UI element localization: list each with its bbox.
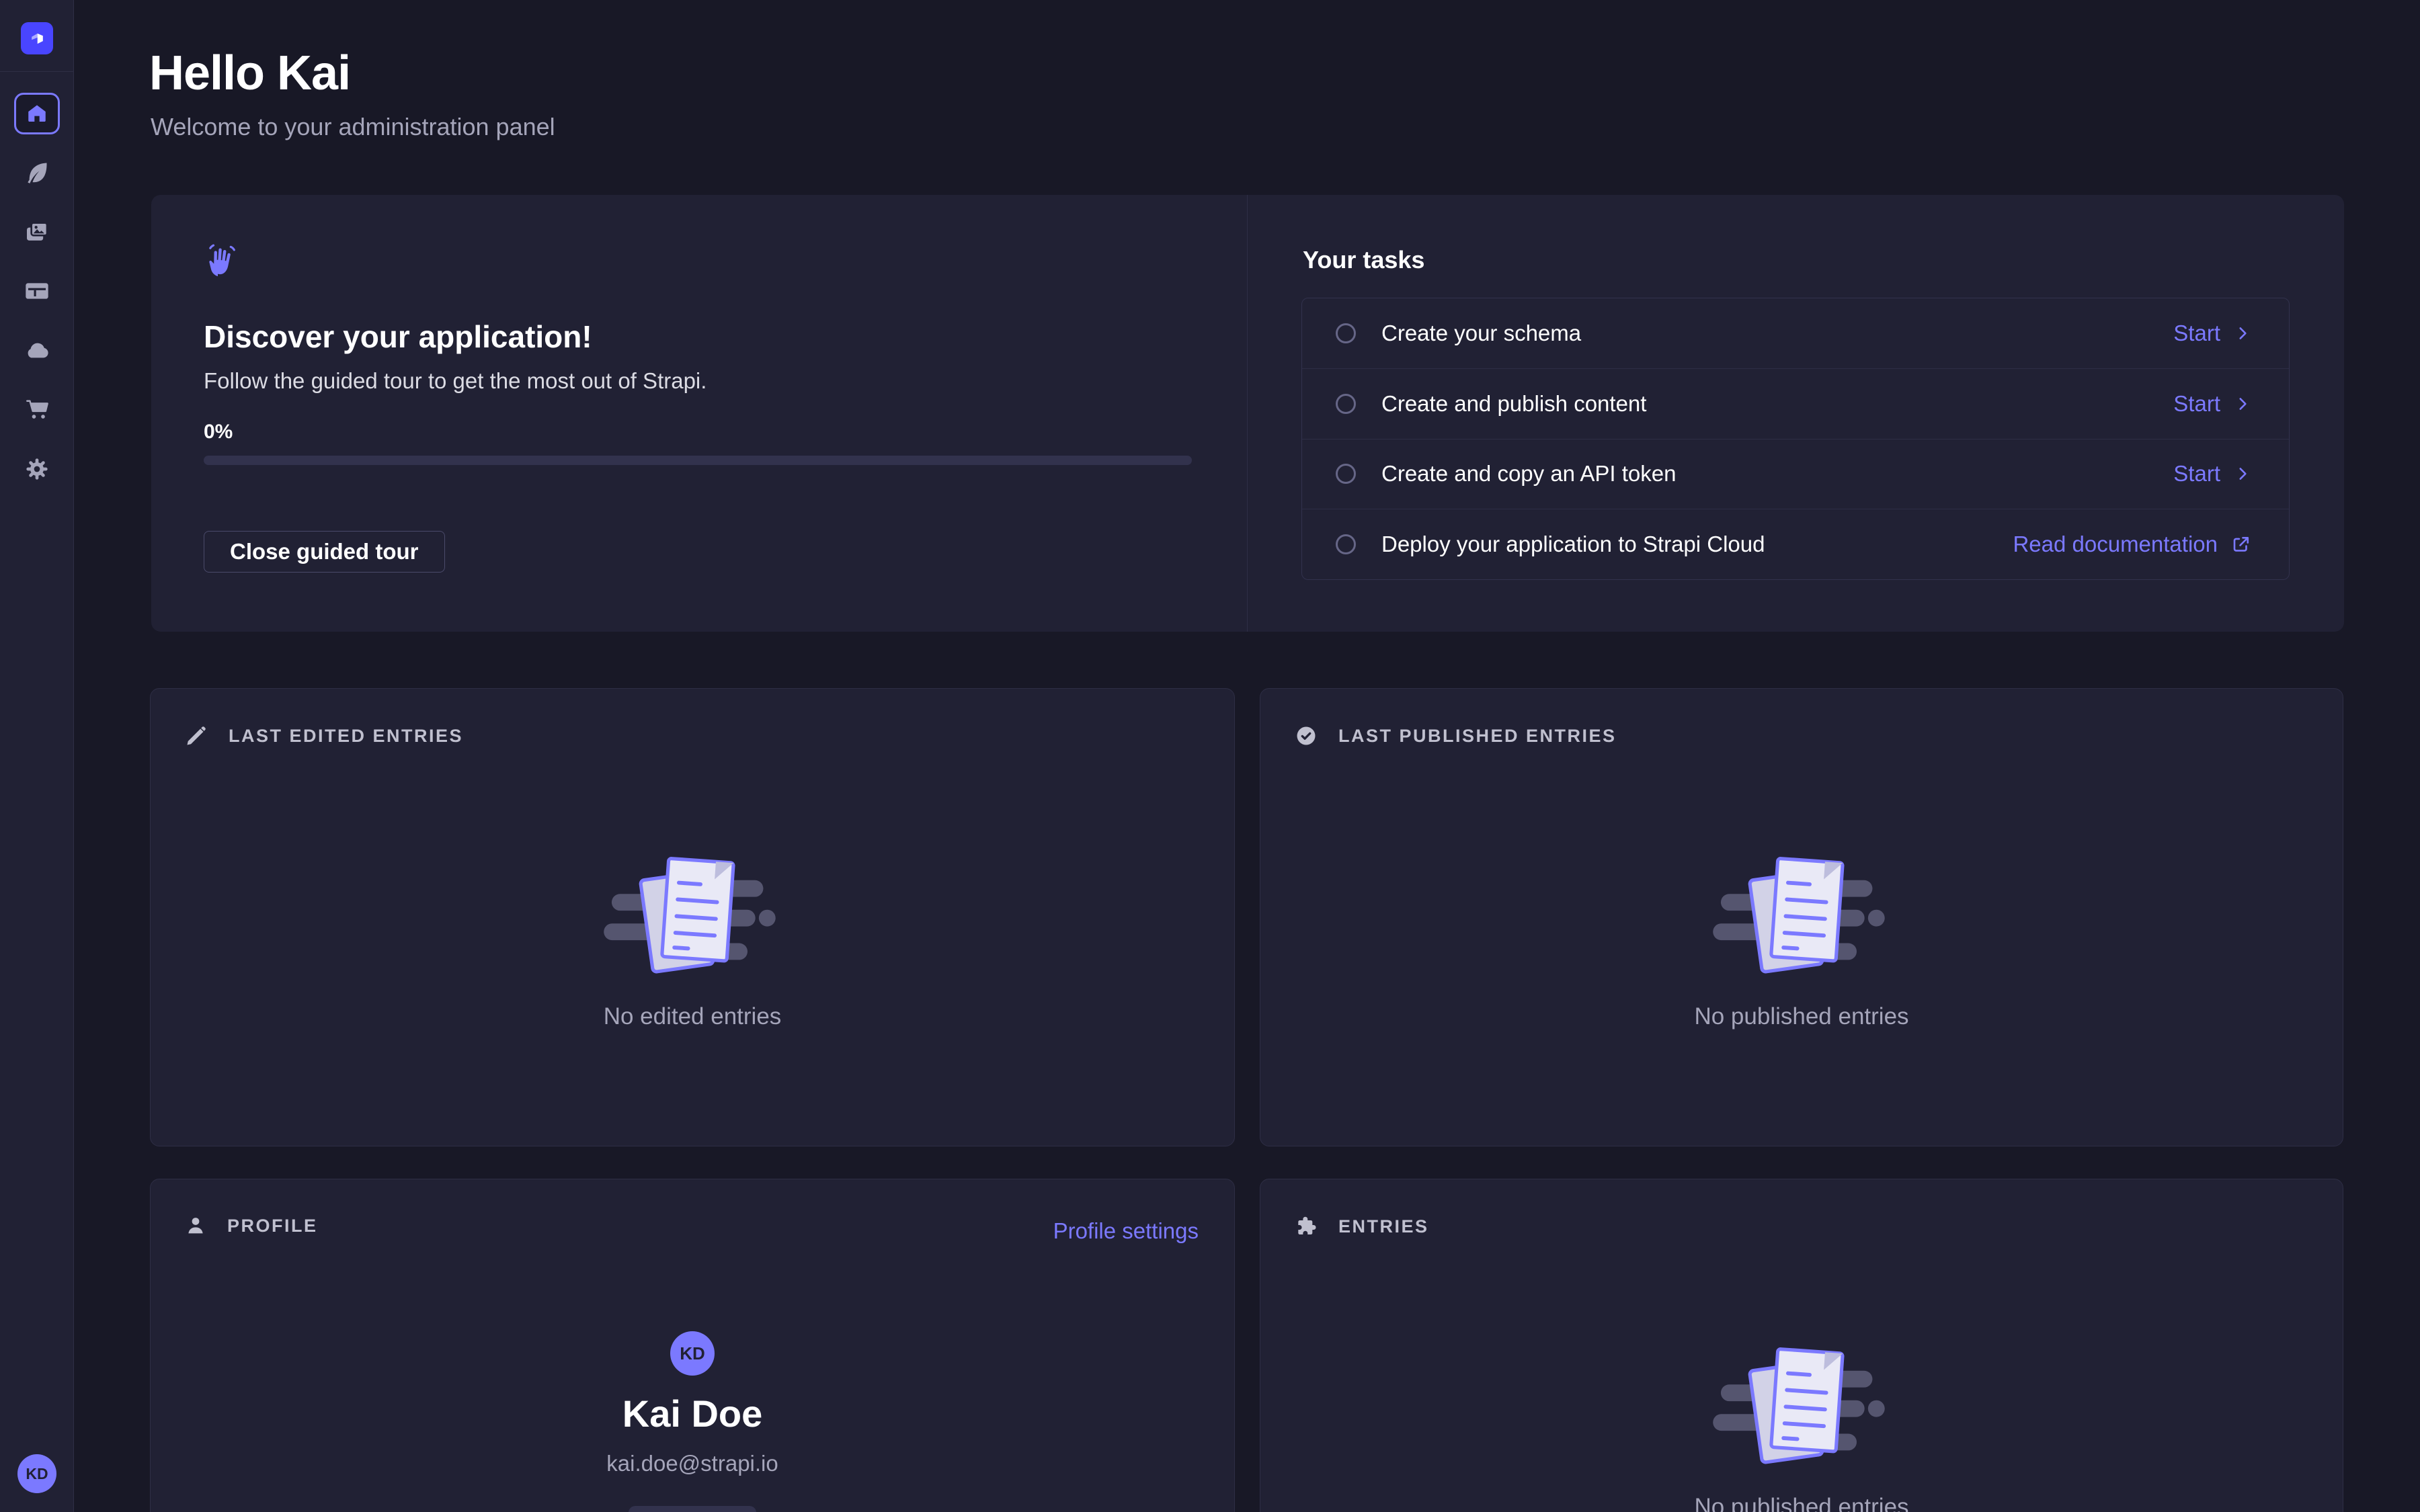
external-link-icon xyxy=(2231,534,2251,554)
task-label: Create your schema xyxy=(1381,320,1582,345)
task-start-link[interactable]: Start xyxy=(2173,461,2251,487)
task-start-link[interactable]: Start xyxy=(2173,321,2251,346)
content-type-builder-icon xyxy=(24,278,50,304)
last-published-entries-card: Last published entries xyxy=(1260,688,2343,1146)
user-avatar[interactable]: KD xyxy=(17,1454,56,1493)
home-icon xyxy=(26,102,48,125)
task-action-label: Start xyxy=(2173,461,2220,487)
sidebar-item-media-library[interactable] xyxy=(0,210,74,253)
empty-state-text: No published entries xyxy=(1694,1494,1909,1512)
task-start-link[interactable]: Start xyxy=(2173,391,2251,417)
task-row-create-content: Create and publish content Start xyxy=(1302,368,2289,439)
puzzle-icon xyxy=(1294,1214,1318,1238)
sidebar-item-cloud[interactable] xyxy=(0,329,74,372)
task-action-label: Start xyxy=(2173,320,2220,345)
task-row-deploy-cloud: Deploy your application to Strapi Cloud … xyxy=(1302,509,2289,579)
guided-tour-title: Discover your application! xyxy=(204,319,592,354)
hero-divider xyxy=(1247,195,1248,632)
progress-bar xyxy=(204,456,1192,465)
sidebar-item-settings[interactable] xyxy=(0,448,74,491)
card-header-label: Entries xyxy=(1338,1216,1429,1236)
chevron-right-icon xyxy=(2234,465,2251,482)
task-row-api-token: Create and copy an API token Start xyxy=(1302,438,2289,509)
card-header: Profile xyxy=(184,1214,318,1237)
waving-hand-icon xyxy=(204,242,241,280)
gear-icon xyxy=(24,456,50,482)
content-manager-icon xyxy=(24,159,50,186)
shopping-cart-icon xyxy=(24,396,50,423)
task-status-circle-icon xyxy=(1336,393,1356,414)
task-label: Deploy your application to Strapi Cloud xyxy=(1381,532,1765,557)
sidebar-divider xyxy=(0,71,74,72)
empty-state-text: No edited entries xyxy=(603,1003,782,1030)
pencil-icon xyxy=(184,724,208,748)
documents-illustration xyxy=(602,847,783,984)
profile-card: Profile Profile settings KD Kai Doe kai.… xyxy=(150,1179,1235,1512)
tasks-list: Create your schema Start Create and publ… xyxy=(1301,298,2290,580)
card-header: Last edited entries xyxy=(184,724,463,748)
role-badge xyxy=(629,1506,756,1512)
task-status-circle-icon xyxy=(1336,464,1356,485)
card-header-label: Last edited entries xyxy=(229,725,464,746)
read-documentation-link[interactable]: Read documentation xyxy=(2013,532,2251,557)
sidebar-item-content-type-builder[interactable] xyxy=(0,269,74,312)
sidebar-item-content-manager[interactable] xyxy=(0,151,74,194)
page-title: Hello Kai xyxy=(149,46,351,100)
task-status-circle-icon xyxy=(1336,323,1356,343)
card-header: Last published entries xyxy=(1294,724,1617,748)
profile-name: Kai Doe xyxy=(622,1392,763,1435)
task-action-label: Start xyxy=(2173,390,2220,416)
close-guided-tour-button[interactable]: Close guided tour xyxy=(204,531,445,573)
user-icon xyxy=(184,1214,207,1237)
task-status-circle-icon xyxy=(1336,534,1356,555)
page-subtitle: Welcome to your administration panel xyxy=(151,113,555,140)
task-label: Create and copy an API token xyxy=(1381,461,1677,487)
task-label: Create and publish content xyxy=(1381,390,1647,416)
last-edited-entries-card: Last edited entries xyxy=(150,688,1235,1146)
card-header-label: Profile xyxy=(227,1215,318,1236)
profile-email: kai.doe@strapi.io xyxy=(606,1451,778,1476)
guided-tour-description: Follow the guided tour to get the most o… xyxy=(204,368,707,393)
card-header-label: Last published entries xyxy=(1338,725,1617,746)
profile-settings-link[interactable]: Profile settings xyxy=(1053,1218,1199,1243)
tasks-title: Your tasks xyxy=(1303,246,1425,274)
sidebar-item-home[interactable] xyxy=(14,93,60,134)
chevron-right-icon xyxy=(2234,395,2251,413)
documents-illustration xyxy=(1711,847,1892,984)
card-header: Entries xyxy=(1294,1214,1429,1238)
profile-avatar: KD xyxy=(670,1331,715,1376)
empty-state-text: No published entries xyxy=(1694,1003,1909,1030)
guided-tour-panel: Discover your application! Follow the gu… xyxy=(151,195,2344,632)
chevron-right-icon xyxy=(2234,325,2251,342)
check-circle-icon xyxy=(1294,724,1318,748)
task-row-create-schema: Create your schema Start xyxy=(1302,298,2289,368)
cloud-icon xyxy=(23,336,51,364)
documents-illustration xyxy=(1711,1337,1892,1475)
progress-label: 0% xyxy=(204,421,233,443)
sidebar: KD xyxy=(0,0,74,1512)
strapi-logo[interactable] xyxy=(21,22,53,54)
media-library-icon xyxy=(24,218,50,245)
task-action-label: Read documentation xyxy=(2013,532,2218,557)
sidebar-item-marketplace[interactable] xyxy=(0,388,74,431)
entries-card: Entries xyxy=(1260,1179,2343,1512)
